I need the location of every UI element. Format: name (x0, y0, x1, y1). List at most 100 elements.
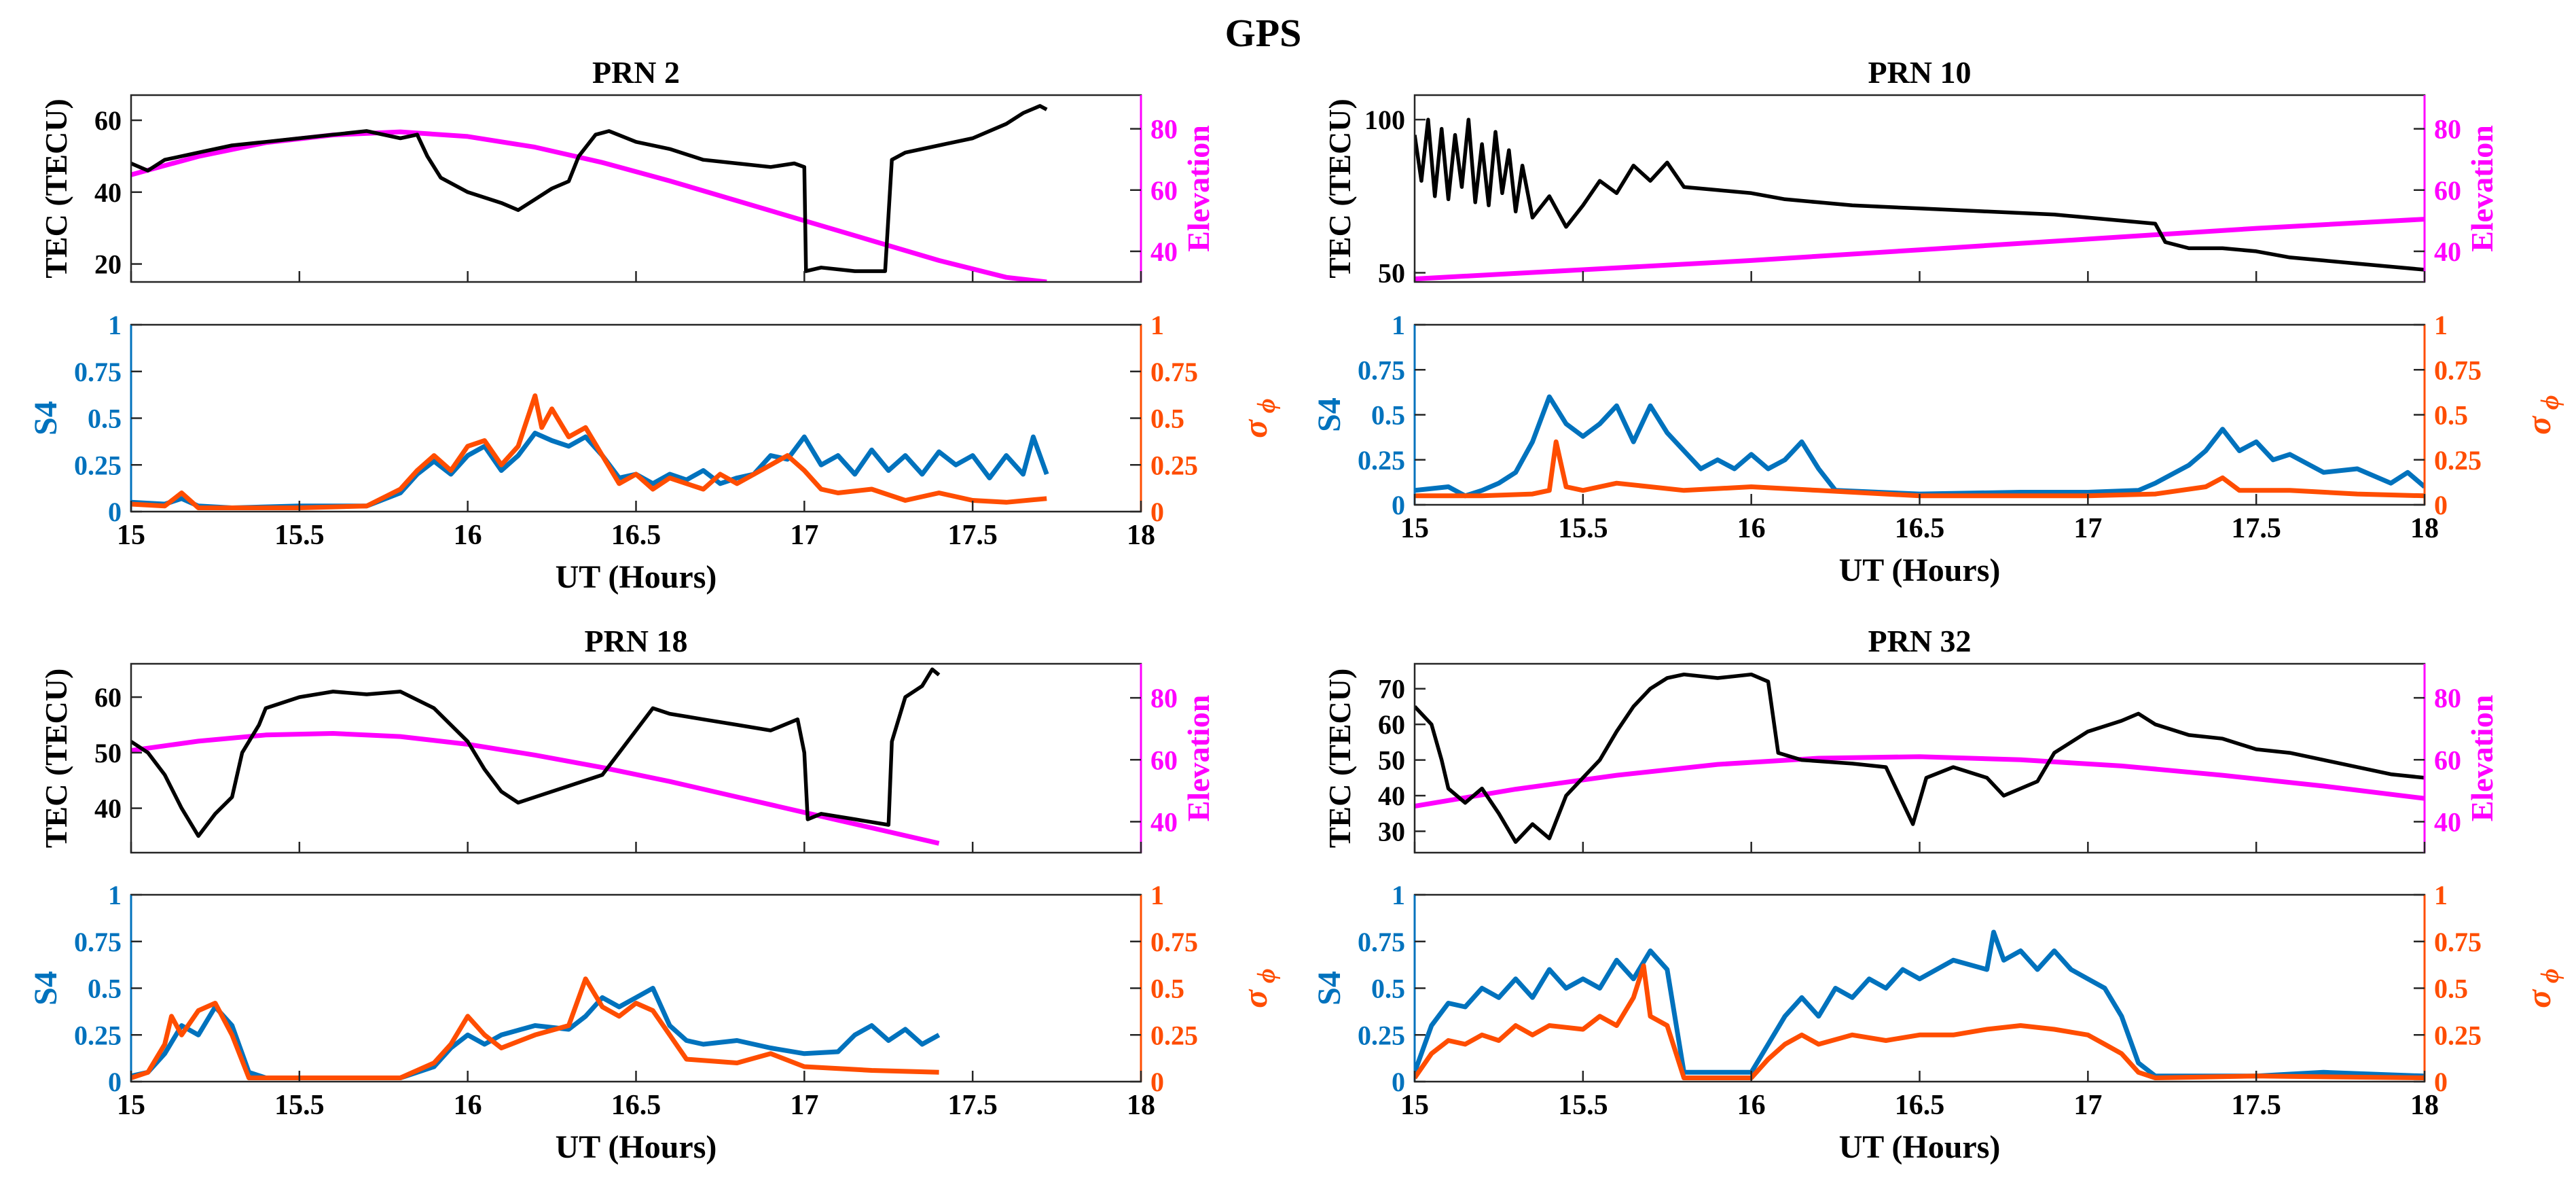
xtick-label: 18 (1127, 520, 1155, 551)
elevation-ylabel: Elevation (2465, 125, 2499, 252)
xtick-label: 16.5 (611, 1090, 661, 1121)
s4-ytick-label: 0.75 (1358, 355, 1405, 385)
xlabel: UT (Hours) (556, 1129, 717, 1165)
elevation-ytick-label: 60 (1150, 745, 1178, 775)
tec-ytick-label: 100 (1364, 105, 1405, 135)
xtick-label: 15 (117, 520, 145, 551)
s4-ytick-label: 0.75 (74, 927, 122, 957)
elevation-line (131, 129, 1047, 282)
xtick-label: 17 (790, 1090, 818, 1121)
panels-container: PRN 2 20 40 60 40 60 80 TEC (TECU) Elevation 0 0.2… (28, 55, 2564, 1165)
tec-line (131, 667, 941, 838)
tec-ylabel: TEC (TECU) (39, 669, 73, 849)
elevation-line (131, 731, 940, 846)
s4-ylabel: S4 (1311, 971, 1347, 1006)
sigma-phi-ylabel: σ ϕ (1236, 398, 1281, 438)
prn-title: PRN 32 (1868, 624, 1971, 658)
prn-title: PRN 18 (584, 624, 687, 658)
xlabel: UT (Hours) (1839, 1129, 2001, 1165)
tec-ytick-label: 40 (94, 177, 122, 208)
tec-subplot: 30 40 50 60 70 40 60 80 TEC (TECU) Elevation (1322, 662, 2499, 854)
elevation-ylabel: Elevation (1181, 695, 1216, 822)
tec-line (1415, 118, 2425, 272)
elevation-ytick-label: 80 (2434, 683, 2461, 713)
xtick-label: 15.5 (274, 1090, 325, 1121)
sigma-ytick-label: 0.25 (1150, 450, 1198, 480)
xtick-label: 15 (1400, 513, 1429, 544)
sigma-phi-ylabel: σ ϕ (2520, 395, 2564, 434)
scint-axes-box (130, 323, 1142, 513)
s4-ytick-label: 1 (1392, 310, 1405, 340)
xtick-label: 17.5 (947, 520, 998, 551)
xtick-label: 17 (2073, 513, 2102, 544)
s4-ytick-label: 1 (1392, 880, 1405, 910)
sigma-ytick-label: 1 (2434, 880, 2448, 910)
xtick-label: 15.5 (1558, 1090, 1608, 1121)
sigma-ytick-label: 0 (2434, 490, 2448, 520)
sigma-ytick-label: 0.25 (2434, 445, 2482, 476)
tec-ytick-label: 40 (1378, 781, 1405, 811)
sigma-phi-line (1415, 963, 2425, 1080)
tec-ytick-label: 60 (94, 105, 122, 136)
s4-ylabel: S4 (28, 971, 64, 1006)
sigma-ytick-label: 0.25 (2434, 1020, 2482, 1050)
xtick-label: 16 (1737, 513, 1766, 544)
tec-ytick-label: 40 (94, 794, 122, 824)
s4-ytick-label: 0.25 (74, 450, 122, 480)
tec-subplot: 20 40 60 40 60 80 TEC (TECU) Elevation (39, 94, 1216, 283)
sigma-ytick-label: 0.5 (2434, 400, 2468, 431)
sigma-ytick-label: 0.5 (1150, 974, 1184, 1004)
elevation-ylabel: Elevation (2465, 695, 2499, 822)
elevation-ytick-label: 80 (1150, 114, 1178, 145)
xtick-label: 17.5 (947, 1090, 998, 1121)
elevation-ytick-label: 40 (2434, 806, 2461, 837)
xtick-label: 16 (1737, 1090, 1766, 1121)
sigma-phi-ylabel: σ ϕ (1236, 968, 1281, 1008)
elevation-ytick-label: 40 (1150, 236, 1178, 267)
tec-line (131, 104, 1048, 273)
tec-ytick-label: 20 (94, 249, 122, 280)
xtick-label: 15 (1400, 1090, 1429, 1121)
xtick-label: 15.5 (274, 520, 325, 551)
s4-ytick-label: 1 (108, 310, 122, 340)
s4-line (1415, 929, 2425, 1079)
s4-ytick-label: 0 (1392, 1067, 1405, 1097)
xtick-label: 17.5 (2231, 1090, 2281, 1121)
sigma-ytick-label: 0.5 (2434, 974, 2468, 1004)
tec-ytick-label: 50 (1378, 257, 1405, 288)
xtick-label: 16 (454, 1090, 482, 1121)
scint-axes-box (130, 893, 1142, 1083)
s4-ylabel: S4 (28, 401, 64, 435)
scint-subplot: 0 0.25 0.5 0.75 1 0 0.25 0.5 0.75 1 15 15.5 16 16.5 17… (28, 880, 1281, 1165)
tec-ylabel: TEC (TECU) (39, 99, 73, 279)
xlabel: UT (Hours) (556, 559, 717, 595)
sigma-phi-line (131, 976, 939, 1080)
s4-ytick-label: 0.25 (74, 1020, 122, 1050)
tec-axes-box (130, 662, 1142, 854)
xtick-label: 18 (2410, 513, 2439, 544)
s4-ytick-label: 0 (1392, 490, 1405, 520)
s4-ylabel: S4 (1311, 397, 1347, 432)
panel-prn-18: PRN 18 40 50 60 40 60 80 TEC (TECU) Elevation 0 0.… (28, 624, 1281, 1165)
sigma-ytick-label: 0.75 (2434, 355, 2482, 385)
tec-subplot: 40 50 60 40 60 80 TEC (TECU) Elevation (39, 662, 1216, 854)
sigma-ytick-label: 0.25 (1150, 1020, 1198, 1050)
s4-ytick-label: 0.25 (1358, 445, 1405, 476)
s4-ytick-label: 0.5 (1371, 974, 1405, 1004)
xtick-label: 17.5 (2231, 513, 2281, 544)
s4-ytick-label: 0.75 (1358, 927, 1405, 957)
xtick-label: 15.5 (1558, 513, 1608, 544)
tec-axes-box (130, 94, 1142, 283)
s4-line (131, 431, 1049, 510)
tec-ytick-label: 60 (1378, 709, 1405, 740)
tec-ytick-label: 60 (94, 682, 122, 713)
tec-ylabel: TEC (TECU) (1322, 669, 1357, 849)
s4-ytick-label: 0.25 (1358, 1020, 1405, 1050)
s4-line (1415, 394, 2425, 499)
s4-ytick-label: 0 (108, 1067, 122, 1097)
elevation-ytick-label: 60 (2434, 745, 2461, 775)
xtick-label: 17 (2073, 1090, 2102, 1121)
s4-ytick-label: 0.5 (88, 974, 122, 1004)
sigma-phi-line (131, 393, 1047, 510)
